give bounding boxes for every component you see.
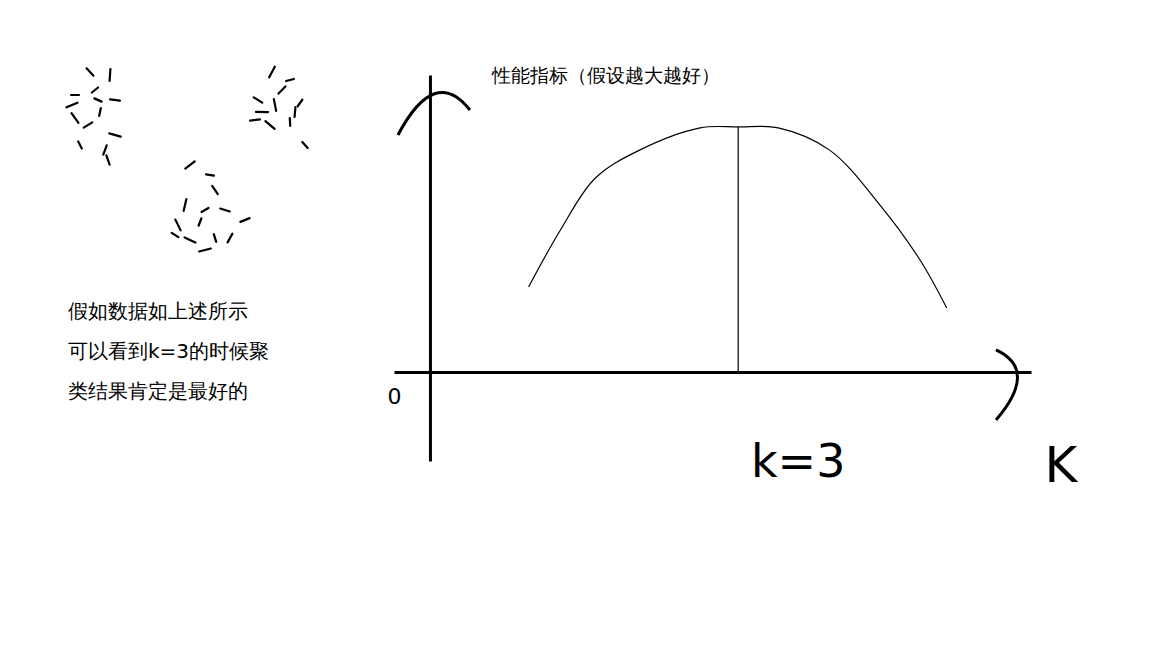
y-axis <box>430 76 431 462</box>
point <box>274 99 276 111</box>
point <box>175 220 180 231</box>
point <box>214 234 216 242</box>
point <box>206 174 214 175</box>
point <box>265 121 274 129</box>
y-axis-title: 性能指标（假设越大越好） <box>491 64 720 86</box>
point <box>293 107 296 117</box>
point <box>302 142 307 148</box>
x-arrow <box>996 350 1018 420</box>
point <box>279 86 286 93</box>
annotation-line <box>738 127 739 372</box>
point <box>72 113 79 123</box>
line-panel: 0 k=3 性能指标（假设越大越好） K <box>387 64 1078 494</box>
point <box>220 209 230 212</box>
point <box>250 119 260 120</box>
plot-area <box>529 126 947 372</box>
point <box>289 118 292 126</box>
x-axis-title: K <box>1045 436 1079 494</box>
y-arrow <box>398 92 470 135</box>
point <box>103 145 106 154</box>
point <box>240 218 249 222</box>
point <box>254 97 262 102</box>
point <box>78 141 82 148</box>
scatter-panel: 假如数据如上述所示可以看到k=3的时候聚类结果肯定是最好的 <box>66 67 307 403</box>
point <box>256 111 268 113</box>
x-axis-line <box>395 371 1032 374</box>
point <box>66 103 77 108</box>
caption-line: 类结果肯定是最好的 <box>68 379 248 403</box>
point <box>212 186 218 194</box>
caption: 假如数据如上述所示可以看到k=3的时候聚类结果肯定是最好的 <box>68 299 269 403</box>
point <box>172 233 179 237</box>
point <box>84 122 93 127</box>
canvas: 假如数据如上述所示可以看到k=3的时候聚类结果肯定是最好的 0 k=3 性能指标（假设… <box>0 0 1152 648</box>
point <box>108 69 111 81</box>
point <box>269 67 275 78</box>
x-tick: 0 <box>387 372 430 409</box>
point <box>199 249 211 252</box>
point <box>184 199 187 211</box>
x-axis: 0 <box>387 372 1031 409</box>
point <box>185 237 196 242</box>
point <box>199 218 202 225</box>
point <box>109 133 121 136</box>
point <box>87 68 94 75</box>
points <box>66 67 307 252</box>
point <box>94 98 101 101</box>
annotation-label: k=3 <box>751 434 845 488</box>
point <box>202 208 209 212</box>
point <box>298 100 303 106</box>
point <box>110 99 120 100</box>
point <box>228 234 233 243</box>
point <box>92 87 98 92</box>
point <box>71 94 79 96</box>
y-axis-line <box>429 76 432 462</box>
x-tick-label: 0 <box>387 384 401 409</box>
caption-line: 假如数据如上述所示 <box>68 299 248 323</box>
point <box>185 161 194 168</box>
point <box>286 79 294 81</box>
caption-line: 可以看到k=3的时候聚 <box>68 339 269 363</box>
point <box>99 108 101 116</box>
point <box>106 155 109 164</box>
